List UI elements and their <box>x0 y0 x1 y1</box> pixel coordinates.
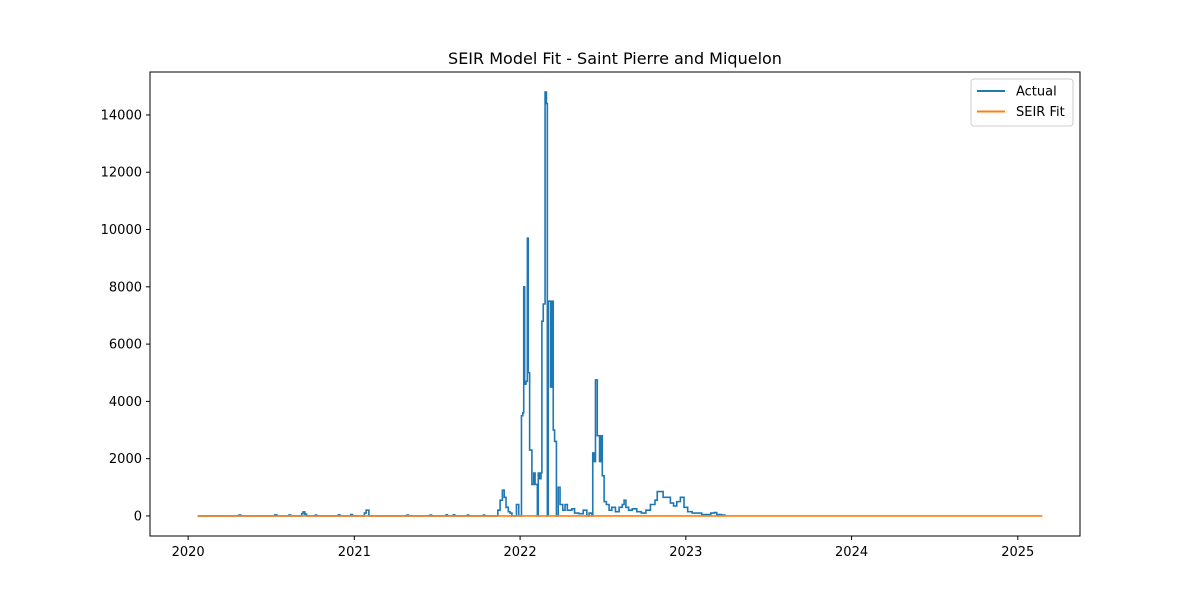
legend-label-seir-fit: SEIR Fit <box>1016 105 1065 120</box>
y-tick-label: 12000 <box>101 166 142 181</box>
series-line-actual <box>197 91 726 517</box>
chart-title: SEIR Model Fit - Saint Pierre and Miquel… <box>448 49 782 68</box>
y-tick-label: 6000 <box>109 338 142 353</box>
y-tick-label: 10000 <box>101 223 142 238</box>
x-tick-label: 2021 <box>338 545 371 560</box>
x-tick-label: 2024 <box>835 545 868 560</box>
plot-series-layer <box>197 91 1043 517</box>
legend-label-actual: Actual <box>1016 85 1057 100</box>
x-axis: 2020 2021 2022 2023 2024 2025 <box>172 536 1034 560</box>
y-tick-label: 2000 <box>109 452 142 467</box>
y-axis: 0 2000 4000 6000 8000 10000 12000 14000 <box>101 108 150 524</box>
x-tick-label: 2025 <box>1001 545 1034 560</box>
x-tick-label: 2020 <box>172 545 205 560</box>
y-tick-label: 8000 <box>109 280 142 295</box>
legend: Actual SEIR Fit <box>970 78 1074 127</box>
y-tick-label: 0 <box>134 509 142 524</box>
x-tick-label: 2022 <box>504 545 537 560</box>
y-tick-label: 14000 <box>101 108 142 123</box>
y-tick-label: 4000 <box>109 395 142 410</box>
x-tick-label: 2023 <box>669 545 702 560</box>
plot-area-frame <box>149 71 1081 537</box>
